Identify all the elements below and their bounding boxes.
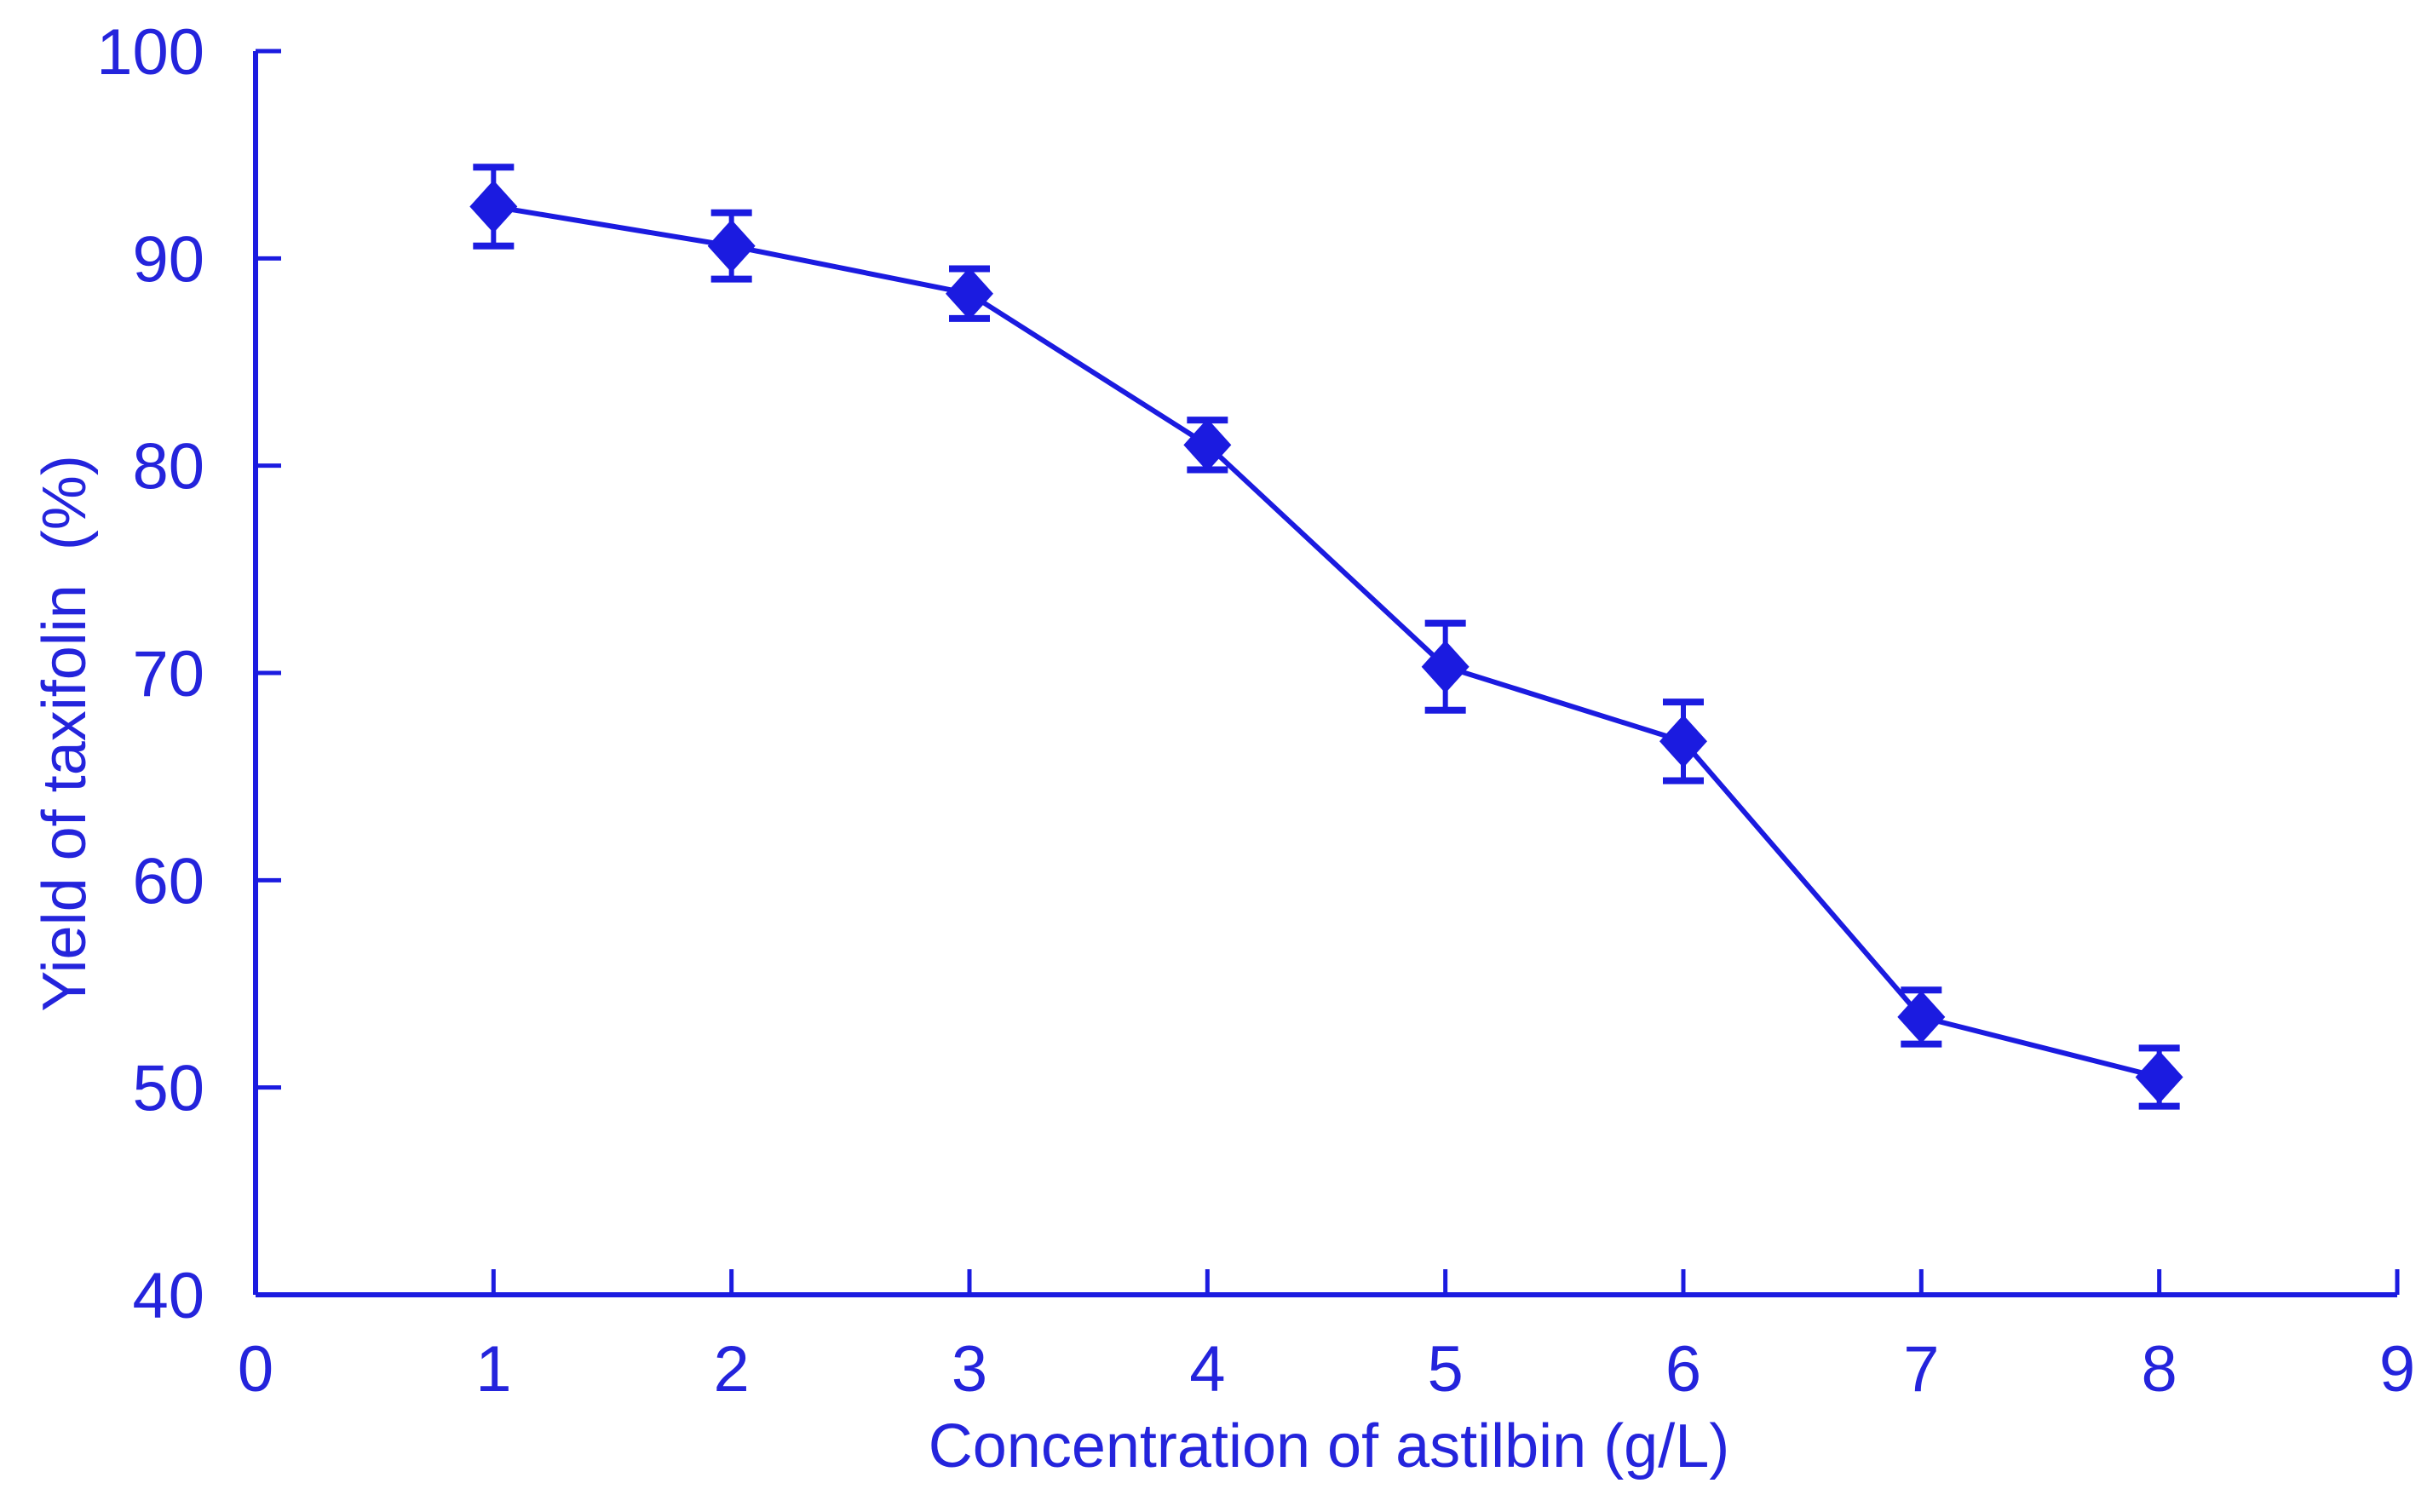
marker-diamond	[1659, 715, 1707, 768]
x-tick-label: 3	[952, 1333, 987, 1406]
marker-diamond	[2135, 1050, 2183, 1104]
marker-diamond	[946, 267, 993, 320]
x-tick-label: 2	[714, 1333, 750, 1406]
x-tick-label: 9	[2379, 1333, 2415, 1406]
x-axis-title: Concentration of astilbin (g/L)	[929, 1412, 1730, 1480]
y-tick-label: 100	[96, 16, 204, 89]
series-line	[492, 204, 2160, 1080]
y-tick-label: 90	[132, 223, 204, 296]
marker-diamond	[1183, 418, 1232, 472]
y-axis-title: Yield of taxifolin (%)	[31, 455, 99, 1012]
x-tick-label: 4	[1189, 1333, 1225, 1406]
x-tick-label: 8	[2142, 1333, 2177, 1406]
x-tick-label: 6	[1665, 1333, 1701, 1406]
x-tick-label: 0	[238, 1333, 273, 1406]
y-tick-label: 50	[132, 1053, 204, 1125]
y-tick-label: 70	[132, 638, 204, 710]
x-tick-label: 7	[1903, 1333, 1939, 1406]
marker-diamond	[469, 180, 518, 233]
marker-diamond	[707, 219, 756, 273]
marker-diamond	[1421, 640, 1470, 693]
y-tick-label: 80	[132, 431, 204, 503]
x-tick-label: 5	[1428, 1333, 1464, 1406]
y-tick-label: 40	[132, 1260, 204, 1332]
x-tick-label: 1	[475, 1333, 511, 1406]
marker-diamond	[1897, 990, 1946, 1043]
y-tick-label: 60	[132, 845, 204, 917]
